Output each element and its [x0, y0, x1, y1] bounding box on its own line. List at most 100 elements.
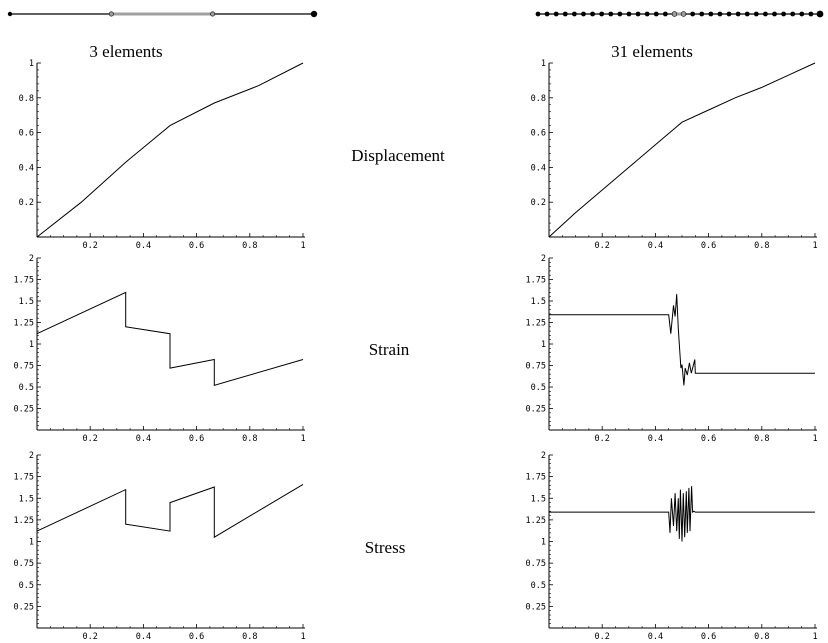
- x-tick-label: 0.6: [189, 241, 204, 251]
- mesh-diagrams: [7, 10, 824, 18]
- y-tick-label: 0.25: [14, 405, 34, 415]
- column-title-31-elements: 31 elements: [611, 42, 693, 61]
- y-tick-label: 0.75: [14, 559, 34, 569]
- mesh-node: [717, 11, 723, 17]
- y-tick-label: 1.5: [19, 297, 34, 307]
- mesh-node: [599, 11, 605, 17]
- y-tick-label: 1.75: [14, 276, 34, 286]
- mesh-node: [644, 11, 650, 17]
- y-tick-label: 0.4: [531, 163, 546, 173]
- y-tick-label: 1.75: [526, 276, 546, 286]
- mesh-node: [753, 11, 759, 17]
- mesh-node: [808, 11, 814, 17]
- mesh-node: [726, 11, 732, 17]
- plot-stress-3: 0.2 0.4 0.6 0.8 1 0.25 0.5 0.75 1 1.25 1.5 1.75 2: [14, 451, 306, 642]
- x-tick-label: 0.2: [83, 434, 98, 444]
- mesh-node: [535, 11, 541, 17]
- mesh-node: [781, 11, 787, 17]
- mesh-node: [635, 11, 641, 17]
- mesh-node: [108, 11, 114, 17]
- mesh-node: [553, 11, 559, 17]
- series-line: [549, 486, 815, 542]
- x-tick-label: 1: [300, 434, 305, 444]
- mesh-node: [562, 11, 568, 17]
- series-line: [36, 483, 304, 539]
- x-tick-label: 0.6: [701, 632, 716, 642]
- y-tick-label: 1: [29, 538, 34, 548]
- mesh-node: [590, 11, 595, 17]
- x-tick-label: 0.2: [595, 241, 610, 251]
- mesh-31-elements: [535, 10, 824, 18]
- mesh-node: [571, 11, 577, 17]
- y-tick-label: 0.8: [19, 94, 34, 104]
- x-tick-label: 1: [812, 434, 817, 444]
- x-tick-label: 0.6: [701, 434, 716, 444]
- mesh-3-elements: [7, 10, 318, 18]
- x-tick-label: 0.6: [189, 434, 204, 444]
- mesh-node: [772, 11, 777, 17]
- mesh-node: [653, 11, 659, 17]
- y-tick-label: 2: [29, 451, 34, 461]
- mesh-node: [310, 10, 318, 18]
- mesh-node: [708, 11, 714, 17]
- mesh-node: [662, 11, 668, 17]
- x-tick-label: 0.8: [754, 434, 769, 444]
- plot-strain-3: 0.2 0.4 0.6 0.8 1 0.25 0.5 0.75 1 1.25 1.5 1.75 2: [14, 254, 306, 444]
- mesh-node: [544, 11, 550, 17]
- row-label-stress: Stress: [365, 538, 406, 557]
- y-tick-label: 1.75: [526, 473, 546, 483]
- series-line: [548, 62, 816, 238]
- y-tick-label: 1: [541, 538, 546, 548]
- row-label-displacement: Displacement: [351, 146, 445, 165]
- x-tick-label: 0.2: [595, 632, 610, 642]
- mesh-node: [699, 11, 705, 17]
- mesh-node: [210, 11, 216, 17]
- x-tick-label: 1: [300, 241, 305, 251]
- y-tick-label: 0.25: [14, 602, 34, 612]
- mesh-node: [790, 11, 796, 17]
- y-tick-label: 0.25: [526, 405, 546, 415]
- mesh-node: [671, 11, 678, 17]
- x-tick-label: 0.6: [701, 241, 716, 251]
- y-tick-label: 2: [541, 451, 546, 461]
- y-tick-label: 1.75: [14, 473, 34, 483]
- y-tick-label: 0.8: [531, 94, 546, 104]
- x-tick-label: 0.8: [242, 632, 257, 642]
- y-tick-label: 0.4: [19, 163, 34, 173]
- y-tick-label: 1.5: [19, 494, 34, 504]
- x-tick-label: 0.6: [189, 632, 204, 642]
- x-tick-label: 0.2: [83, 241, 98, 251]
- x-tick-label: 0.8: [754, 632, 769, 642]
- y-tick-label: 0.25: [526, 602, 546, 612]
- x-tick-label: 0.4: [136, 241, 151, 251]
- x-tick-label: 0.4: [648, 434, 663, 444]
- x-tick-label: 0.4: [136, 632, 151, 642]
- mesh-node: [735, 11, 741, 17]
- y-tick-label: 0.5: [531, 581, 546, 591]
- mesh-node: [608, 11, 614, 17]
- x-tick-label: 1: [812, 241, 817, 251]
- mesh-node: [816, 10, 824, 18]
- x-tick-label: 0.8: [242, 241, 257, 251]
- plot-strain-31: 0.2 0.4 0.6 0.8 1 0.25 0.5 0.75 1 1.25 1.5 1.75 2: [526, 254, 818, 444]
- series-line: [36, 62, 304, 238]
- y-tick-label: 1.25: [14, 516, 34, 526]
- y-tick-label: 2: [29, 254, 34, 264]
- mesh-node: [680, 11, 687, 17]
- x-tick-label: 0.2: [83, 632, 98, 642]
- y-tick-label: 0.75: [526, 362, 546, 372]
- y-tick-label: 0.75: [526, 559, 546, 569]
- y-tick-label: 1.25: [526, 516, 546, 526]
- y-tick-label: 1.5: [531, 297, 546, 307]
- x-tick-label: 0.8: [242, 434, 257, 444]
- y-tick-label: 0.2: [531, 198, 546, 208]
- y-tick-label: 0.6: [531, 129, 546, 139]
- x-tick-label: 1: [812, 632, 817, 642]
- y-tick-label: 0.5: [531, 383, 546, 393]
- y-tick-label: 0.75: [14, 362, 34, 372]
- plot-disp-31: 0.2 0.4 0.6 0.8 1 0.2 0.4 0.6 0.8 1: [531, 59, 818, 251]
- y-tick-label: 1: [541, 340, 546, 350]
- y-tick-label: 0.5: [19, 383, 34, 393]
- y-tick-label: 0.5: [19, 581, 34, 591]
